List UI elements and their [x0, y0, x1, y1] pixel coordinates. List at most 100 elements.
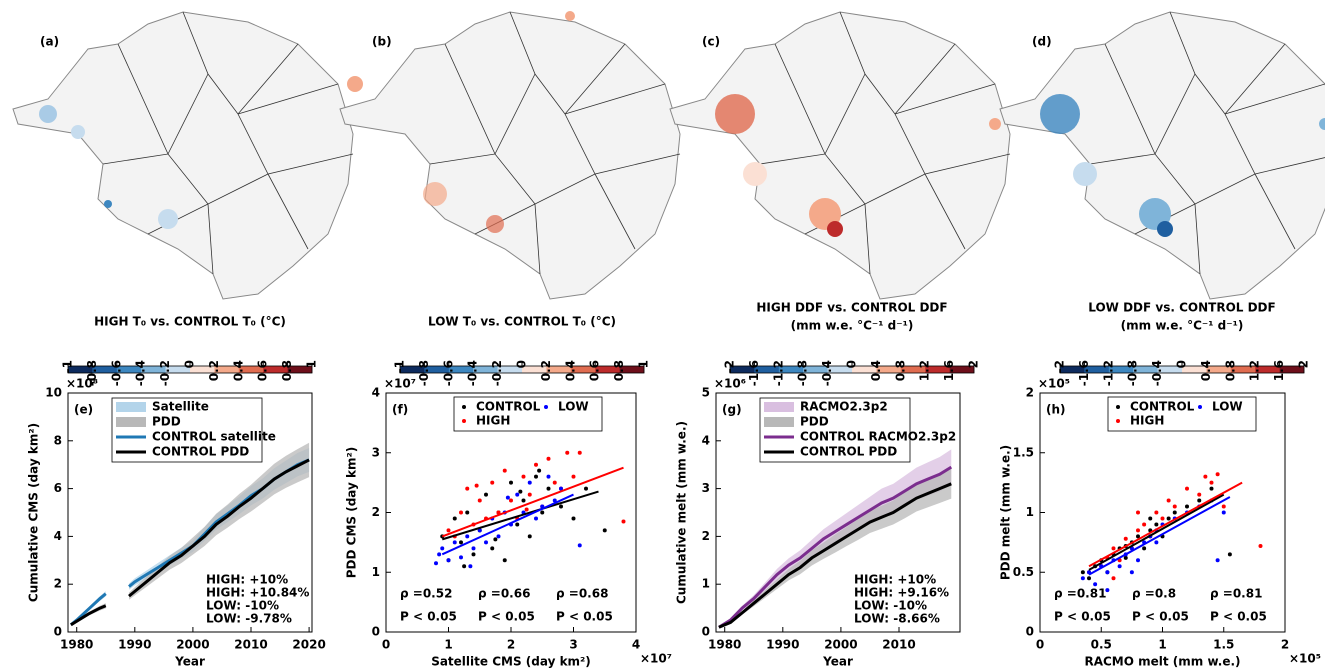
point	[1117, 564, 1122, 569]
point	[509, 480, 513, 485]
legend-label: CONTROL satellite	[152, 430, 276, 444]
stat-rho: ρ =0.8	[1132, 587, 1176, 601]
point	[1203, 474, 1208, 479]
annotation: HIGH: +9.16%	[854, 586, 949, 600]
legend-swatch	[764, 417, 794, 427]
legend-swatch	[116, 402, 146, 412]
point	[484, 540, 488, 545]
colorbar-segment	[214, 366, 240, 373]
y-tick-label: 1.5	[1013, 445, 1034, 459]
y-tick-label: 3	[372, 445, 380, 459]
colorbar-tick-label: 0.8	[1223, 360, 1237, 381]
point	[1215, 472, 1220, 477]
point	[546, 474, 551, 479]
legend-label: CONTROL	[1130, 400, 1195, 414]
colorbar-tick-label: -1	[61, 360, 75, 373]
stat-rho: ρ =0.81	[1210, 587, 1262, 601]
fit-line	[1088, 493, 1225, 571]
colorbar-tick-label: 0.6	[588, 360, 602, 381]
point	[477, 498, 482, 503]
point	[502, 468, 507, 473]
x-tick-label: 1990	[766, 638, 799, 652]
colorbar-label: HIGH T₀ vs. CONTROL T₀ (°C)	[94, 315, 286, 329]
panel-label: (f)	[392, 403, 408, 417]
x-tick-label: 0.5	[1091, 638, 1112, 652]
x-tick-label: 1.5	[1213, 638, 1234, 652]
y-tick-label: 0.5	[1013, 565, 1034, 579]
legend-swatch	[764, 402, 794, 412]
line	[718, 465, 953, 629]
point	[459, 510, 463, 515]
legend-label: CONTROL PDD	[152, 445, 249, 459]
point	[471, 552, 476, 557]
point	[534, 462, 538, 467]
y-tick-label: 0	[702, 625, 710, 639]
point	[490, 480, 495, 485]
colorbar-tick-label: -1	[393, 360, 407, 373]
legend-marker	[544, 405, 548, 409]
point	[452, 516, 457, 521]
stat-p: P < 0.05	[1132, 610, 1189, 624]
y-tick-label: 2	[372, 505, 380, 519]
x-multiplier: ×10⁷	[640, 652, 672, 666]
band	[718, 469, 952, 628]
stat-p: P < 0.05	[1210, 610, 1267, 624]
colorbar-tick-label: 1.6	[1272, 360, 1286, 381]
point	[452, 540, 457, 545]
legend-label: CONTROL PDD	[800, 445, 897, 459]
colorbar-segment	[925, 366, 950, 373]
point	[1172, 504, 1177, 509]
colorbar-segment	[949, 366, 975, 373]
x-tick-label: 2010	[234, 638, 267, 652]
colorbar-tick-label: -0.8	[1126, 360, 1140, 386]
colorbar-tick-label: -2	[723, 360, 737, 373]
point	[584, 486, 588, 491]
point	[1227, 552, 1232, 557]
colorbar-tick-label: 0.4	[1199, 360, 1213, 381]
band	[70, 442, 310, 626]
legend-box	[1107, 396, 1257, 432]
point	[1209, 486, 1214, 491]
y-multiplier: ×10⁶	[714, 377, 746, 391]
point	[437, 552, 442, 557]
point	[515, 492, 520, 497]
stat-rho: ρ =0.66	[478, 587, 530, 601]
colorbar-tick-label: 0	[845, 360, 859, 368]
point	[1221, 510, 1226, 515]
colorbar-tick-label: 0.2	[207, 360, 221, 381]
colorbar-segment	[1206, 366, 1232, 373]
y-tick-label: 1	[372, 565, 380, 579]
point	[465, 510, 470, 515]
colorbar-segment	[1060, 366, 1085, 373]
point	[1105, 570, 1110, 575]
point	[534, 474, 538, 479]
stat-rho: ρ =0.52	[400, 587, 452, 601]
x-tick-label: 2000	[176, 638, 209, 652]
legend-marker	[1116, 405, 1120, 409]
panel-label: (g)	[722, 403, 742, 417]
point	[559, 504, 563, 509]
point	[521, 474, 526, 479]
point	[440, 546, 445, 551]
y-tick-label: 5	[702, 386, 710, 400]
point	[518, 489, 523, 494]
y-tick-label: 1	[1026, 505, 1034, 519]
stat-rho: ρ =0.68	[556, 587, 608, 601]
x-tick-label: 2	[507, 638, 515, 652]
point	[1123, 536, 1128, 541]
point	[527, 534, 532, 539]
point	[468, 564, 473, 569]
colorbar-segment	[778, 366, 804, 373]
point	[546, 456, 551, 461]
legend-marker	[462, 405, 466, 409]
panel-label: (a)	[40, 35, 59, 49]
fit-line	[441, 466, 624, 538]
map-b	[339, 11, 681, 300]
annotation: HIGH: +10.84%	[206, 586, 309, 600]
colorbar-tick-label: 1	[637, 360, 651, 368]
point	[459, 555, 463, 560]
colorbar-tick-label: 2	[967, 360, 981, 368]
point	[505, 495, 510, 500]
stat-p: P < 0.05	[400, 610, 457, 624]
colorbar-tick-label: -2	[1053, 360, 1067, 373]
